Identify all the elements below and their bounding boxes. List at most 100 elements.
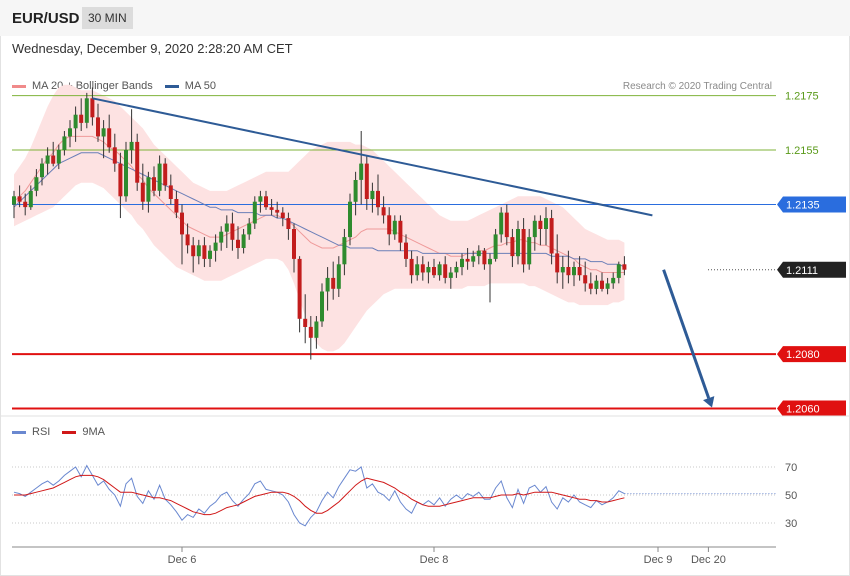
candle-body: [230, 223, 235, 240]
candle-body: [404, 242, 408, 259]
candle-body: [286, 218, 291, 229]
candle-body: [118, 163, 123, 197]
candle-body: [79, 114, 84, 123]
level-labels-layer: 1.2175 1.2155 1.2135 1.2111 1.2080 1.2060: [777, 91, 846, 417]
candle-body: [325, 277, 330, 292]
level-label-1.2111: 1.2111: [786, 265, 818, 277]
resistance-trendline: [92, 97, 653, 217]
candle-body: [381, 207, 386, 216]
candle-body: [112, 147, 117, 164]
candle-body: [101, 128, 106, 137]
candle-body: [420, 264, 425, 273]
candle-body: [488, 258, 492, 265]
candle-body: [241, 234, 246, 248]
timeframe-badge[interactable]: 30 MIN: [82, 7, 133, 29]
candle-body: [163, 163, 168, 186]
chart-header: EUR/USD 30 MIN: [0, 0, 850, 36]
candle-body: [454, 267, 459, 273]
trendline-layer: [92, 97, 715, 408]
rsi-tick-label: 30: [785, 518, 797, 530]
candle-body: [174, 199, 179, 213]
candle-body: [247, 223, 252, 235]
candle-body: [264, 196, 268, 208]
candle-body: [124, 150, 128, 197]
candle-body: [448, 272, 453, 278]
candle-body: [588, 283, 593, 289]
level-tag-1.2135: [777, 196, 846, 213]
candle-body: [320, 291, 324, 322]
candle-body: [68, 128, 72, 137]
candle-body: [62, 136, 67, 150]
candle-body: [202, 245, 207, 259]
legend-swatch-ma20: [12, 84, 26, 88]
candle-body: [303, 318, 308, 327]
candle-body: [364, 163, 369, 199]
candle-body: [90, 98, 95, 118]
candle-body: [510, 237, 515, 257]
candle-body: [28, 190, 33, 208]
candle-body: [516, 229, 520, 257]
level-label-1.2080: 1.2080: [786, 349, 820, 361]
time-tick-label: Dec 6: [168, 554, 197, 566]
candle-body: [34, 177, 39, 191]
level-label-1.2060: 1.2060: [786, 404, 820, 416]
candle-body: [544, 218, 548, 229]
candle-body: [409, 258, 414, 276]
symbol-title: EUR/USD: [12, 10, 80, 27]
candle-body: [398, 220, 403, 243]
candle-body: [40, 163, 44, 178]
candle-body: [532, 220, 537, 238]
rsi-tick-label: 50: [785, 490, 797, 502]
candle-body: [471, 256, 476, 262]
candle-body: [443, 264, 448, 278]
candle-body: [252, 201, 257, 224]
candle-body: [314, 321, 319, 338]
candle-body: [499, 212, 504, 235]
projection-arrow-shaft: [662, 269, 711, 399]
level-label-1.2175: 1.2175: [785, 91, 819, 103]
candle-body: [12, 196, 16, 205]
level-tag-1.2080: [777, 346, 846, 363]
candle-body: [482, 250, 487, 265]
candle-body: [594, 280, 599, 289]
time-tick-label: Dec 20: [691, 554, 726, 566]
candle-body: [140, 182, 145, 202]
candle-body: [342, 237, 347, 265]
candle-body: [219, 231, 224, 243]
candle-body: [51, 155, 56, 164]
level-label-1.2155: 1.2155: [785, 145, 819, 157]
candle-body: [493, 234, 498, 259]
time-tick-label: Dec 9: [644, 554, 673, 566]
candle-body: [297, 258, 302, 319]
candle-body: [146, 177, 151, 202]
candle-body: [549, 218, 554, 254]
rsi-line: [13, 464, 625, 527]
bollinger-band-layer: [14, 84, 625, 352]
candle-body: [180, 212, 184, 235]
time-tick-label: Dec 8: [420, 554, 449, 566]
rsi-tick-label: 70: [785, 462, 797, 474]
candle-body: [476, 250, 481, 257]
candle-body: [185, 234, 190, 246]
legend-swatch-ma50: [164, 84, 179, 88]
candle-body: [460, 258, 464, 268]
level-tag-1.2060: [777, 400, 846, 417]
legend-swatch-9ma: [62, 430, 77, 434]
time-axis: Dec 6 Dec 8 Dec 9 Dec 20: [0, 415, 850, 566]
candle-body: [280, 212, 285, 218]
candle-body: [269, 207, 274, 210]
candle-body: [572, 267, 576, 276]
candle-body: [17, 196, 22, 202]
candle-body: [426, 267, 431, 273]
candle-body: [415, 264, 420, 276]
candles-layer: [12, 87, 627, 360]
candle-body: [107, 128, 112, 148]
candle-body: [605, 283, 610, 289]
candle-body: [583, 275, 588, 284]
candle-body: [84, 98, 89, 123]
candle-body: [258, 196, 263, 202]
candle-body: [616, 264, 621, 278]
candle-body: [348, 201, 352, 238]
candle-body: [191, 245, 196, 257]
